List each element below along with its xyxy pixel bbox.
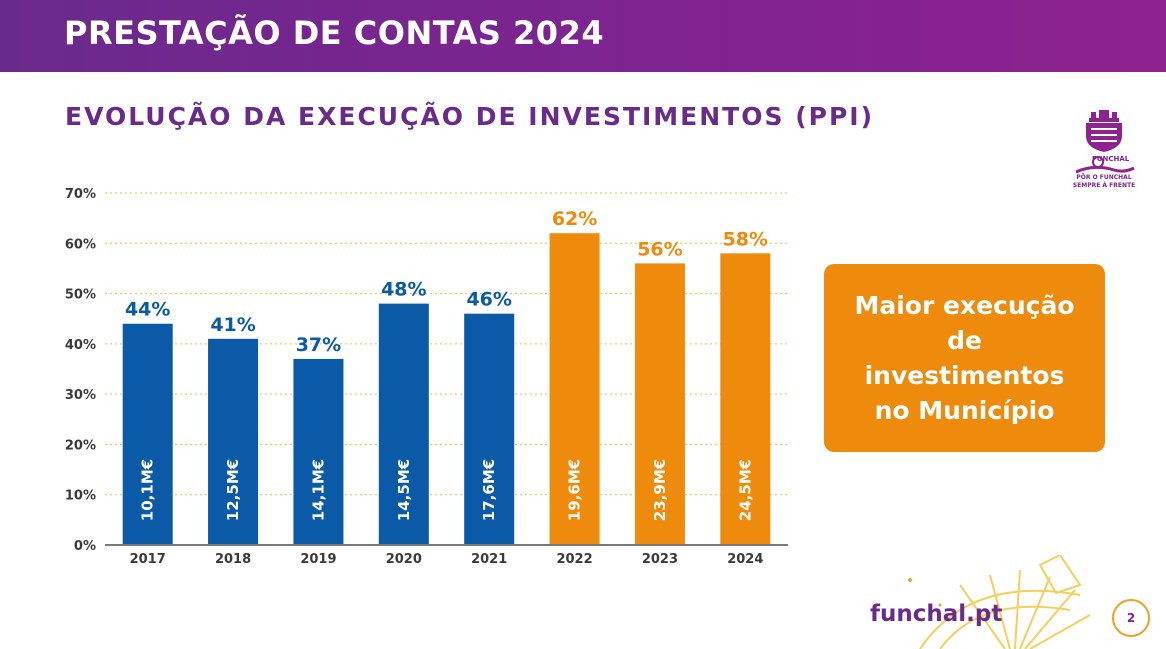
bar [378,303,429,545]
bar-amount-label: 24,5M€ [736,459,754,521]
bar [464,313,515,545]
coat-of-arms-icon [1075,110,1135,174]
y-tick-label: 60% [65,237,96,252]
y-tick-label: 40% [65,338,96,353]
page-title: PRESTAÇÃO DE CONTAS 2024 [64,14,605,52]
bar-value-label: 44% [125,299,170,321]
bar-amount-label: 12,5M€ [224,459,242,521]
bar-value-label: 56% [637,238,682,260]
bar-value-label: 58% [723,228,768,250]
y-tick-label: 50% [65,288,96,303]
x-tick-label: 2023 [642,552,678,567]
bar-value-label: 37% [296,334,341,356]
y-tick-label: 20% [65,438,96,453]
logo-tagline-line2: SEMPRE À FRENTE [1072,182,1136,189]
x-tick-label: 2017 [130,552,166,567]
x-tick-label: 2020 [386,552,422,567]
bar [122,323,173,545]
bar [549,233,600,545]
bar-amount-label: 10,1M€ [139,459,157,521]
bar-value-label: 41% [210,314,255,336]
y-tick-label: 0% [74,539,96,554]
x-tick-label: 2022 [556,552,592,567]
highlight-box: Maior execução de investimentos no Munic… [824,264,1105,452]
x-tick-label: 2019 [300,552,336,567]
bar [720,253,771,546]
bar [634,263,685,545]
bar-amount-label: 19,6M€ [566,459,584,521]
y-tick-label: 70% [65,187,96,202]
top-banner: PRESTAÇÃO DE CONTAS 2024 [0,0,1166,72]
x-tick-label: 2024 [727,552,763,567]
page-number: 2 [1112,599,1150,637]
x-tick-label: 2021 [471,552,507,567]
logo-tagline: PÔR O FUNCHAL SEMPRE À FRENTE [1066,174,1142,190]
bar-value-label: 48% [381,279,426,301]
site-url[interactable]: funchal.pt [870,601,1003,627]
bar [208,338,259,545]
highlight-text: Maior execução de investimentos no Munic… [854,291,1075,425]
section-title: EVOLUÇÃO DA EXECUÇÃO DE INVESTIMENTOS (P… [65,102,874,131]
bar-value-label: 62% [552,208,597,230]
logo-tagline-line1: PÔR O FUNCHAL [1076,174,1132,181]
y-tick-label: 10% [65,489,96,504]
bar-amount-label: 17,6M€ [480,459,498,521]
bar [293,358,344,545]
bar-amount-label: 23,9M€ [651,459,669,521]
logo-brand: FUNCHAL [1092,155,1130,163]
bar-amount-label: 14,5M€ [395,459,413,521]
sun-decoration-icon [908,555,1091,649]
bar-amount-label: 14,1M€ [309,459,327,521]
x-tick-label: 2018 [215,552,251,567]
y-tick-label: 30% [65,388,96,403]
bar-chart: 0% 10% 20% 30% 40% 50% 60% 70% 44% 10,1M€ 2017 41% 1… [65,187,788,567]
bar-value-label: 46% [466,289,511,311]
